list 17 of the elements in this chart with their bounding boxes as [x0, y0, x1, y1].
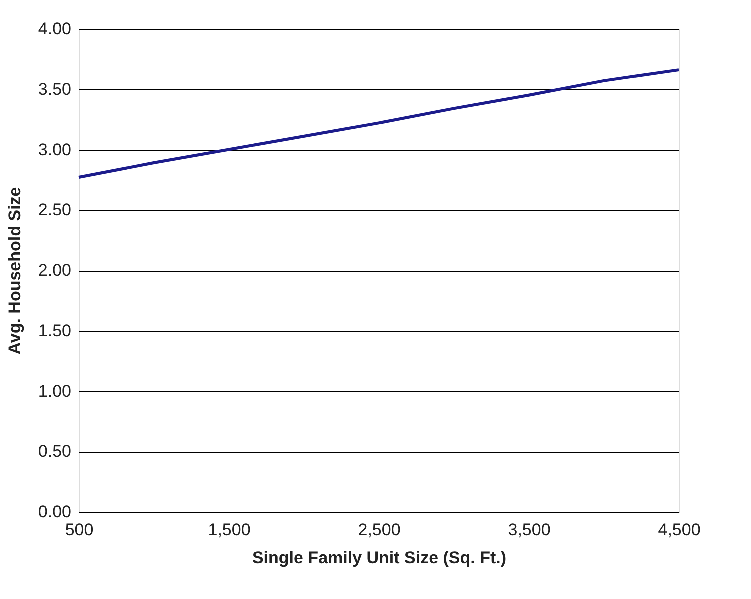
x-tick-label: 500: [65, 520, 94, 540]
y-tick-label: 2.50: [38, 200, 72, 220]
y-tick-label: 1.00: [38, 382, 72, 401]
y-tick-label: 2.00: [38, 261, 72, 280]
x-tick-label: 3,500: [508, 520, 551, 540]
y-tick-label: 1.50: [38, 321, 72, 340]
y-tick-label: 0.00: [38, 502, 72, 522]
y-axis-title: Avg. Household Size: [5, 187, 24, 355]
x-axis-title: Single Family Unit Size (Sq. Ft.): [252, 548, 507, 568]
y-tick-label: 3.00: [38, 140, 72, 160]
y-tick-label: 0.50: [38, 442, 72, 462]
x-tick-label: 1,500: [208, 520, 251, 540]
x-tick-label: 2,500: [358, 520, 401, 540]
line-series: [78, 68, 680, 180]
y-tick-label: 4.00: [38, 20, 72, 38]
y-tick-label: 3.50: [38, 80, 72, 99]
x-tick-label: 4,500: [658, 520, 701, 540]
